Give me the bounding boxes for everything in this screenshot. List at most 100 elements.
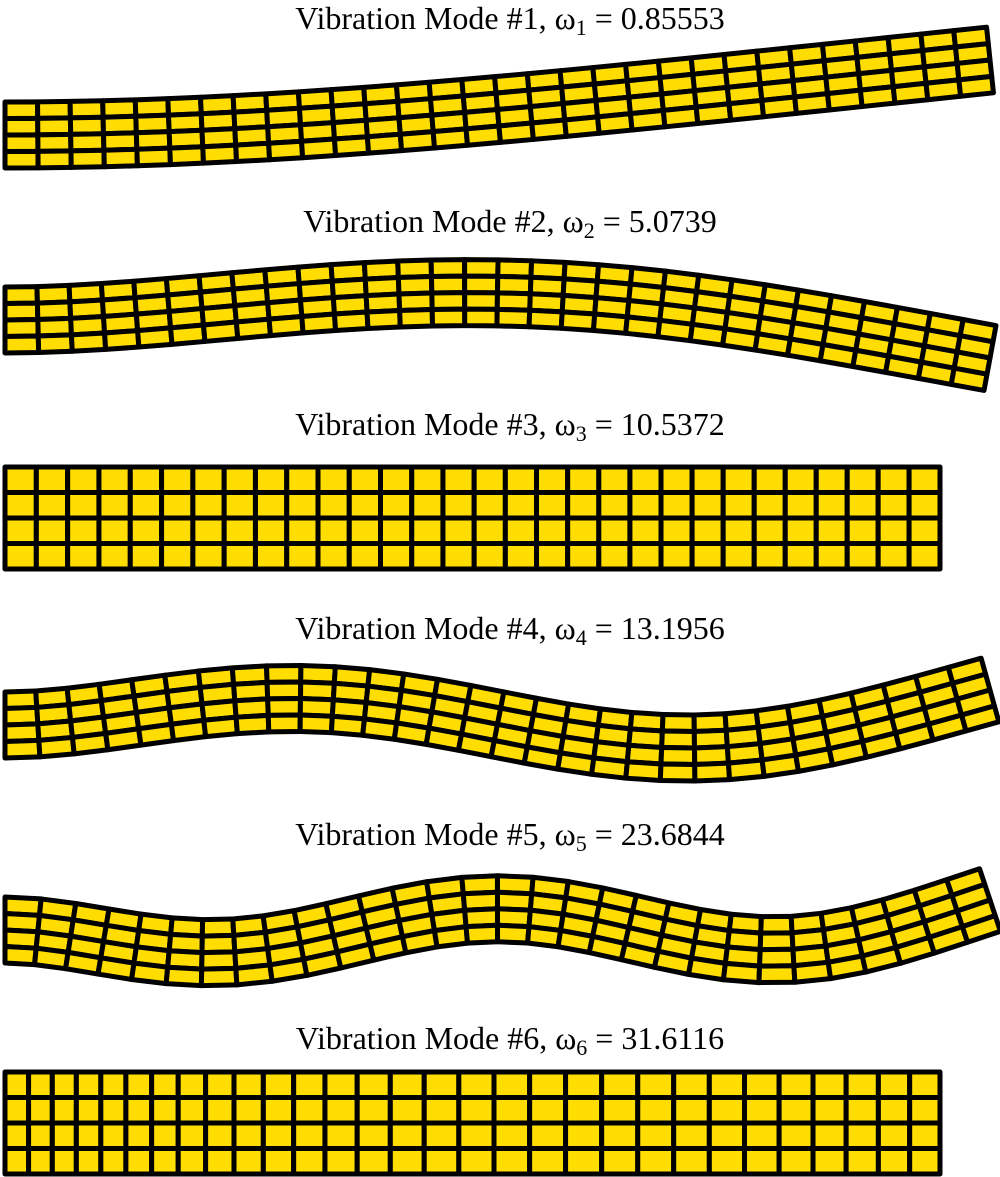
mesh-cell <box>689 541 726 572</box>
mesh-cell <box>322 1095 360 1126</box>
mesh-cell <box>720 490 757 521</box>
mesh-cell <box>692 760 733 784</box>
mesh-cell <box>915 359 957 387</box>
mesh-cell <box>2 515 39 546</box>
mesh-cell <box>315 464 352 495</box>
mesh-cell <box>599 1095 641 1126</box>
mesh-cell <box>875 1146 913 1177</box>
mesh-cell <box>776 1146 816 1177</box>
mesh-cell <box>233 140 273 165</box>
mesh-cell <box>266 138 306 163</box>
mesh-cell <box>844 490 881 521</box>
mesh-cell <box>706 1095 748 1126</box>
mesh-cell <box>521 744 563 772</box>
mesh-cell <box>96 464 133 495</box>
mesh-cell <box>810 1069 849 1100</box>
mesh-cell <box>627 107 668 133</box>
mesh-cell <box>627 541 664 572</box>
mesh-cell <box>2 148 41 171</box>
mesh-cell <box>315 541 352 572</box>
mesh-cell <box>843 1069 881 1100</box>
mesh-cell <box>813 490 850 521</box>
mesh-cell <box>98 1095 129 1126</box>
mesh-cell <box>596 515 633 546</box>
mesh-cell <box>776 1095 816 1126</box>
mesh-cell <box>159 490 196 521</box>
mesh-cell <box>123 1095 155 1126</box>
mesh-cell <box>627 515 664 546</box>
mesh-cell <box>658 541 695 572</box>
mode-label: Vibration Mode #6, <box>296 1020 547 1056</box>
mesh-cell <box>565 515 602 546</box>
mesh-cell <box>685 955 728 983</box>
mesh-cell <box>562 114 602 139</box>
mesh-cell <box>857 84 898 110</box>
mesh-cell <box>129 960 171 987</box>
mesh-cell <box>742 1120 782 1151</box>
mesh-cell <box>671 1069 712 1100</box>
mesh-cell <box>322 1069 360 1100</box>
mesh-cell <box>782 541 819 572</box>
mesh-cell <box>101 146 140 170</box>
mesh-cell <box>346 541 384 572</box>
mesh-cell <box>555 750 597 777</box>
mesh-cell <box>397 129 438 154</box>
mesh-cell <box>599 1120 641 1151</box>
mesh-cell <box>233 316 273 341</box>
mesh-cell <box>843 1120 881 1151</box>
mesh-cell <box>596 541 633 572</box>
mesh-cell <box>725 757 767 783</box>
mesh-cell <box>364 308 403 332</box>
mesh-cell <box>409 515 446 546</box>
mesh-cell <box>813 541 850 572</box>
mesh-cell <box>203 1120 237 1151</box>
mesh-cell <box>73 1120 104 1151</box>
mesh-cell <box>907 1146 943 1177</box>
mesh-cell <box>35 148 74 171</box>
mesh-cell <box>387 1095 427 1126</box>
mesh <box>2 866 1000 989</box>
mesh-cell <box>825 953 869 982</box>
mesh-cell <box>49 1069 79 1100</box>
mesh-cell <box>596 490 633 521</box>
mesh-cell <box>651 948 694 977</box>
mode-frequency: 23.6844 <box>621 816 725 852</box>
mesh-cell <box>534 515 571 546</box>
equals-sign: = <box>595 406 613 442</box>
mesh-cell <box>331 134 372 159</box>
mesh-cell <box>291 1095 328 1126</box>
mesh-cell <box>720 464 757 495</box>
mesh-cell <box>456 1069 497 1100</box>
mesh-cell <box>33 541 71 572</box>
mesh-cell <box>36 734 77 760</box>
mesh-cell <box>49 1146 79 1177</box>
mesh-cell <box>266 313 306 339</box>
mesh-cell <box>346 515 384 546</box>
mesh-cell <box>751 515 788 546</box>
mesh-cell <box>693 101 734 127</box>
mesh-cell <box>751 541 788 572</box>
mesh-cell <box>907 1095 943 1126</box>
mesh-cell <box>260 1069 297 1100</box>
mesh-cell <box>959 913 1000 945</box>
mesh-cell <box>875 541 912 572</box>
omega-symbol: ω <box>555 816 576 852</box>
mesh-cell <box>96 490 133 521</box>
mesh-cell <box>627 464 664 495</box>
mesh-cell <box>421 1095 462 1126</box>
mesh-cell <box>65 541 102 572</box>
mesh-cell <box>387 1146 427 1177</box>
mode-frequency: 10.5372 <box>621 406 725 442</box>
mesh-cell <box>720 326 761 353</box>
mesh-cell <box>2 944 39 968</box>
mesh-cell <box>742 1069 782 1100</box>
mesh-cell <box>534 464 571 495</box>
mesh-cell <box>149 1095 181 1126</box>
mesh-cell <box>843 1095 881 1126</box>
mesh-cell <box>175 1095 209 1126</box>
mesh-cell <box>149 1120 181 1151</box>
mesh-cell <box>65 515 102 546</box>
mesh-cell <box>502 541 540 572</box>
mesh-cell <box>720 541 757 572</box>
